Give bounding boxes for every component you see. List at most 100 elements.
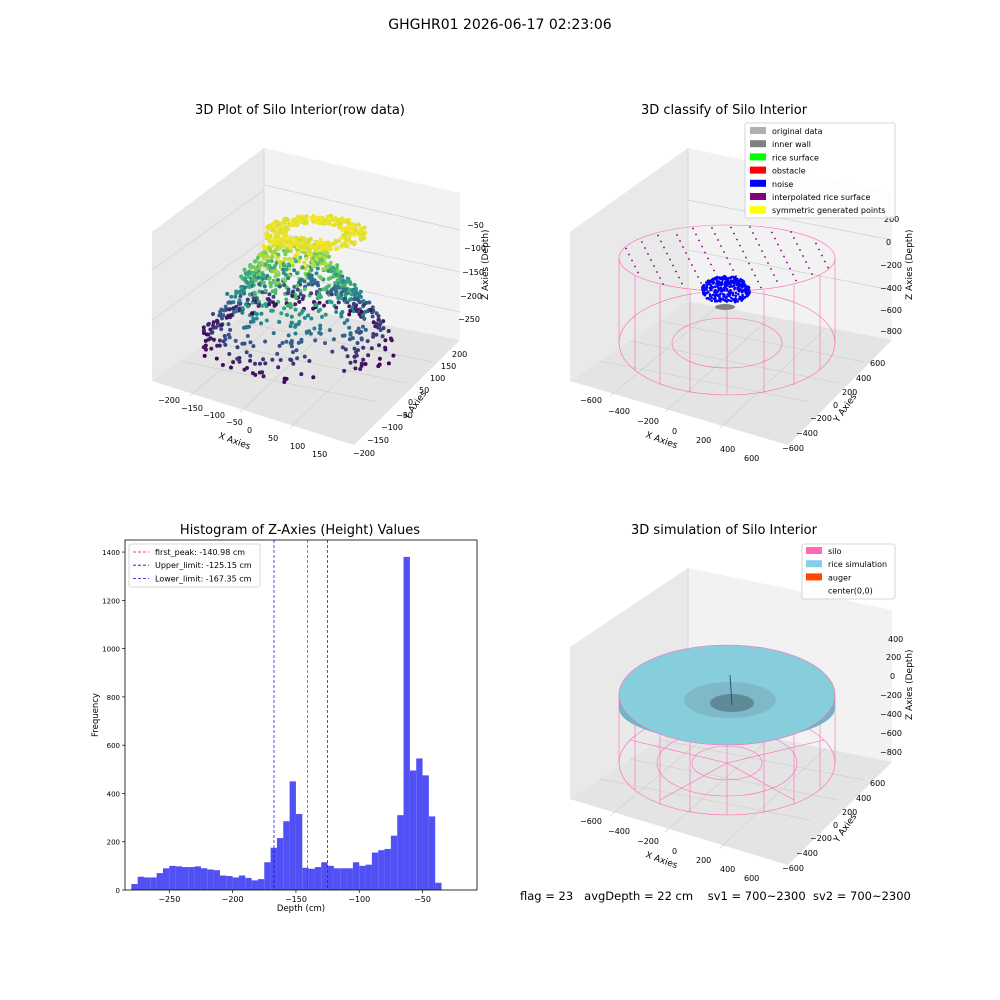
scatter-point bbox=[225, 291, 230, 296]
histogram-bar bbox=[219, 875, 227, 890]
scatter-point bbox=[244, 279, 249, 284]
scatter-point bbox=[295, 356, 300, 361]
scatter-point bbox=[252, 259, 257, 264]
grid-point bbox=[824, 260, 826, 263]
scatter-point bbox=[257, 289, 262, 294]
grid-point bbox=[808, 267, 810, 269]
svg-text:−250: −250 bbox=[458, 315, 480, 324]
histogram-bar bbox=[390, 835, 398, 890]
noise-point bbox=[729, 288, 732, 292]
scatter-point bbox=[357, 330, 362, 335]
grid-point bbox=[771, 231, 773, 234]
scatter-point bbox=[235, 345, 240, 350]
noise-point bbox=[712, 297, 716, 301]
scatter-point bbox=[342, 218, 347, 223]
noise-point bbox=[730, 296, 733, 300]
svg-text:600: 600 bbox=[870, 359, 885, 368]
grid-point bbox=[799, 249, 801, 251]
scatter-point bbox=[276, 299, 281, 304]
x-tick-label: −50 bbox=[414, 895, 431, 904]
scatter-point bbox=[348, 281, 353, 286]
grid-point bbox=[669, 258, 671, 261]
scatter-point bbox=[275, 351, 280, 356]
grid-point bbox=[707, 257, 709, 260]
x-tick-label: −200 bbox=[222, 895, 244, 904]
histogram-bar bbox=[143, 877, 151, 890]
scatter-point bbox=[312, 242, 317, 246]
noise-point bbox=[741, 297, 744, 301]
scatter-point bbox=[222, 334, 227, 338]
scatter-point bbox=[343, 347, 348, 352]
grid-point bbox=[777, 243, 779, 246]
scatter-point bbox=[336, 292, 341, 297]
scatter-point bbox=[262, 250, 267, 255]
histogram-bar bbox=[409, 770, 417, 890]
plot2-legend-label: noise bbox=[772, 180, 793, 189]
scatter-point bbox=[318, 295, 323, 299]
noise-point bbox=[705, 297, 709, 300]
scatter-point bbox=[293, 295, 298, 300]
scatter-point bbox=[331, 337, 336, 342]
scatter-point bbox=[260, 303, 265, 308]
svg-text:600: 600 bbox=[744, 454, 759, 463]
grid-point bbox=[789, 267, 791, 270]
noise-point bbox=[703, 288, 707, 291]
scatter-point bbox=[309, 291, 314, 296]
noise-point bbox=[732, 281, 736, 285]
svg-text:−200: −200 bbox=[810, 414, 832, 423]
grid-point bbox=[625, 247, 627, 250]
scatter-point bbox=[229, 294, 234, 299]
plot4-legend-label: center(0,0) bbox=[828, 587, 873, 596]
grid-point bbox=[749, 226, 751, 228]
scatter-point bbox=[224, 315, 229, 320]
scatter-point bbox=[283, 229, 288, 234]
svg-text:0: 0 bbox=[833, 401, 838, 410]
noise-point bbox=[724, 285, 728, 288]
scatter-point bbox=[302, 248, 307, 253]
noise-point bbox=[720, 298, 724, 301]
svg-text:−200: −200 bbox=[810, 834, 832, 843]
scatter-point bbox=[356, 222, 361, 227]
histogram-bar bbox=[314, 867, 322, 890]
scatter-point bbox=[242, 267, 247, 272]
scatter-point bbox=[336, 300, 341, 305]
grid-point bbox=[644, 247, 646, 249]
scatter-point bbox=[327, 221, 332, 226]
scatter-point bbox=[353, 366, 358, 371]
svg-text:−400: −400 bbox=[608, 827, 630, 836]
histogram-bar bbox=[397, 815, 404, 890]
svg-text:−200: −200 bbox=[880, 691, 902, 700]
grid-point bbox=[681, 282, 683, 285]
scatter-point bbox=[277, 343, 282, 348]
scatter-point bbox=[328, 260, 333, 265]
scatter-point bbox=[289, 314, 294, 319]
plot4-legend-swatch bbox=[806, 560, 822, 568]
scatter-point bbox=[369, 346, 374, 351]
svg-text:150: 150 bbox=[441, 362, 456, 371]
plot3-vlines bbox=[273, 540, 328, 890]
plot2-legend-label: inner wall bbox=[772, 140, 811, 149]
scatter-point bbox=[304, 256, 309, 261]
scatter-point bbox=[269, 308, 274, 313]
plot1-z-label: Z Axies (Depth) bbox=[481, 229, 491, 300]
scatter-point bbox=[226, 322, 231, 327]
noise-point bbox=[731, 279, 734, 283]
plot1-points bbox=[201, 214, 396, 384]
grid-point bbox=[773, 274, 775, 276]
svg-text:200: 200 bbox=[452, 350, 467, 359]
scatter-point bbox=[347, 325, 352, 330]
grid-point bbox=[795, 279, 797, 282]
scatter-point bbox=[347, 297, 352, 302]
scatter-point bbox=[361, 324, 365, 329]
scatter-point bbox=[351, 301, 356, 306]
scatter-point bbox=[240, 288, 245, 293]
scatter-point bbox=[211, 320, 216, 325]
noise-point bbox=[741, 280, 744, 283]
scatter-point bbox=[286, 287, 291, 292]
scatter-point bbox=[260, 276, 265, 281]
scatter-point bbox=[345, 300, 350, 305]
noise-point bbox=[708, 286, 712, 290]
scatter-point bbox=[278, 358, 283, 362]
svg-text:−200: −200 bbox=[880, 261, 902, 270]
svg-text:0: 0 bbox=[886, 238, 891, 247]
